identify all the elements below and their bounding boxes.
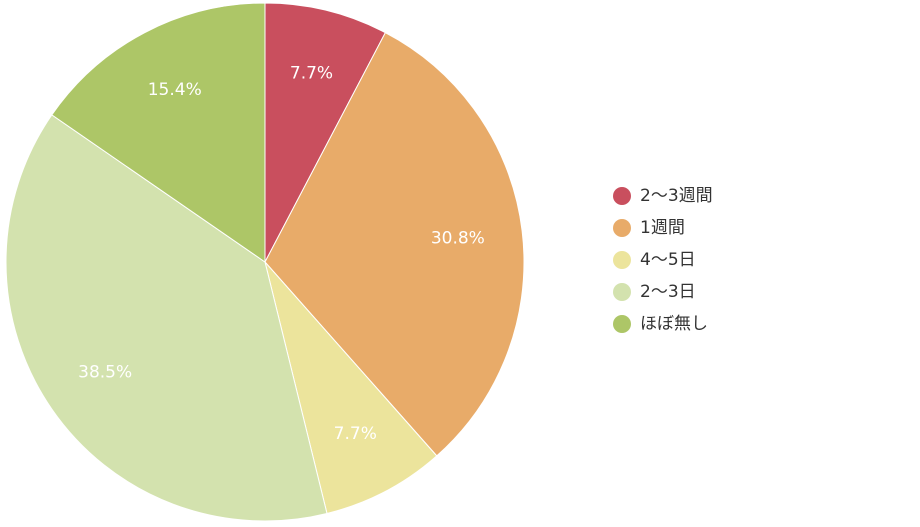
legend-swatch [613,315,631,333]
pie-slice-labels: 7.7% 30.8% 7.7% 38.5% 15.4% [78,63,485,444]
pie-slice-1 [264,2,387,263]
legend-label: ほぼ無し [640,314,708,334]
legend-swatch [613,251,631,269]
legend-label: 1週間 [640,218,685,238]
pie-slice-4 [5,114,328,522]
slice-data-label-4: 38.5% [78,362,132,382]
legend-label: 2〜3週間 [640,186,713,206]
slice-data-label-5: 15.4% [148,80,202,100]
pie-slice-2 [264,31,525,457]
legend-swatch [613,187,631,205]
slice-data-label-1: 7.7% [290,63,333,83]
legend-label: 2〜3日 [640,282,696,302]
pie-slice-3 [264,261,438,515]
legend-label: 4〜5日 [640,250,696,270]
pie-slices [5,2,525,522]
pie-slice-5 [51,2,266,263]
legend-item-5[interactable]: ほぼ無し [613,314,708,334]
legend-swatch [613,283,631,301]
slice-data-label-2: 30.8% [431,229,485,249]
legend-swatch [613,219,631,237]
legend-item-2[interactable]: 1週間 [613,218,685,238]
legend-item-3[interactable]: 4〜5日 [613,250,696,270]
legend-item-4[interactable]: 2〜3日 [613,282,696,302]
slice-data-label-3: 7.7% [334,424,377,444]
legend-item-1[interactable]: 2〜3週間 [613,186,713,206]
